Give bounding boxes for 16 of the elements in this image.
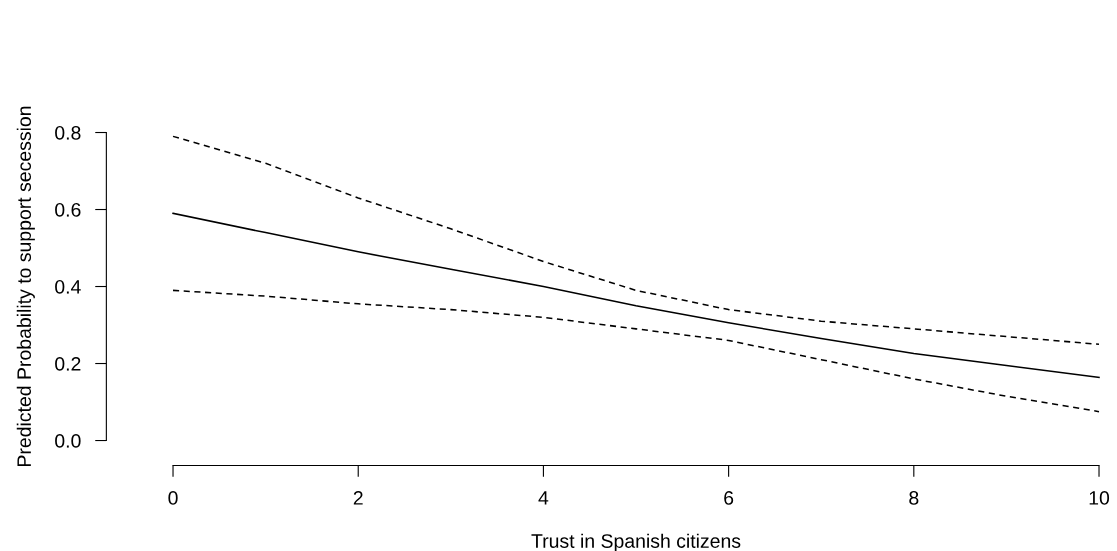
- y-axis-title: Predicted Probability to support secession: [16, 106, 35, 466]
- y-tick-label: 0.6: [55, 202, 81, 217]
- line-series: [172, 289, 1100, 413]
- y-tick-label: 0.2: [55, 356, 81, 371]
- line-series: [172, 212, 1100, 379]
- x-tick-label: 4: [538, 491, 549, 505]
- x-tick-label: 6: [724, 491, 734, 505]
- x-tick-label: 8: [909, 491, 919, 505]
- x-tick-label: 10: [1089, 491, 1110, 505]
- x-tick-label: 0: [168, 491, 178, 505]
- y-tick-label: 0.4: [55, 279, 81, 294]
- x-axis-title: Trust in Spanish citizens: [531, 533, 741, 551]
- y-tick-label: 0.0: [55, 433, 81, 448]
- line-series: [172, 135, 1100, 346]
- y-tick-label: 0.8: [55, 125, 81, 140]
- x-tick-label: 2: [353, 491, 363, 505]
